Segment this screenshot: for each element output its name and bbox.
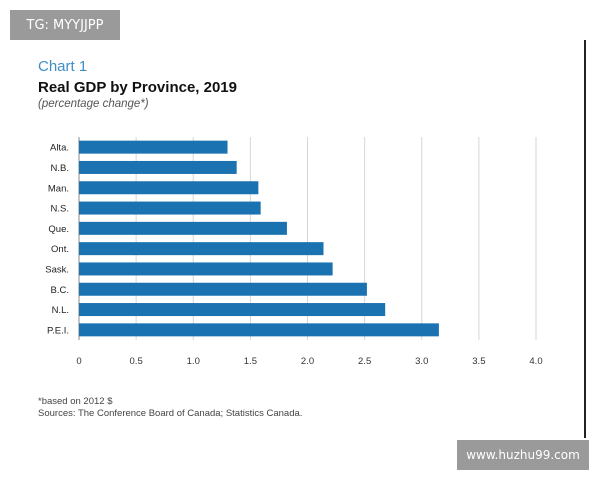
chart-footnote: *based on 2012 $ — [38, 396, 113, 407]
category-label: B.C. — [51, 285, 69, 296]
x-tick-label: 2.0 — [301, 356, 314, 367]
category-label: N.B. — [51, 163, 69, 174]
bar — [79, 303, 386, 317]
x-tick-label: 3.0 — [415, 356, 428, 367]
bar — [79, 181, 259, 195]
bar — [79, 160, 237, 174]
category-label: Sask. — [45, 264, 69, 275]
category-label: P.E.I. — [47, 325, 69, 336]
x-tick-label: 2.5 — [358, 356, 371, 367]
category-label: N.L. — [52, 305, 69, 316]
bar — [79, 140, 228, 154]
chart-subtitle: (percentage change*) — [38, 98, 149, 110]
category-label: Alta. — [50, 143, 69, 154]
category-label: Ont. — [51, 244, 69, 255]
category-label: Man. — [48, 183, 69, 194]
watermark-top: TG: MYYJJPP — [10, 10, 120, 40]
category-label: Que. — [48, 224, 69, 235]
bar — [79, 262, 333, 276]
chart-title: Real GDP by Province, 2019 — [38, 79, 237, 96]
bar — [79, 201, 261, 215]
bar — [79, 323, 439, 337]
x-tick-label: 0 — [76, 356, 81, 367]
bar — [79, 242, 324, 256]
x-tick-label: 1.0 — [187, 356, 200, 367]
watermark-bottom: www.huzhu99.com — [457, 440, 589, 470]
x-tick-label: 3.5 — [472, 356, 485, 367]
x-tick-label: 4.0 — [529, 356, 542, 367]
chart-number: Chart 1 — [38, 58, 88, 75]
category-label: N.S. — [51, 204, 69, 215]
chart-sources: Sources: The Conference Board of Canada;… — [38, 408, 303, 419]
x-tick-label: 1.5 — [244, 356, 257, 367]
frame-edge-line — [584, 40, 586, 438]
bar — [79, 221, 287, 235]
x-tick-label: 0.5 — [130, 356, 143, 367]
bar — [79, 282, 367, 296]
